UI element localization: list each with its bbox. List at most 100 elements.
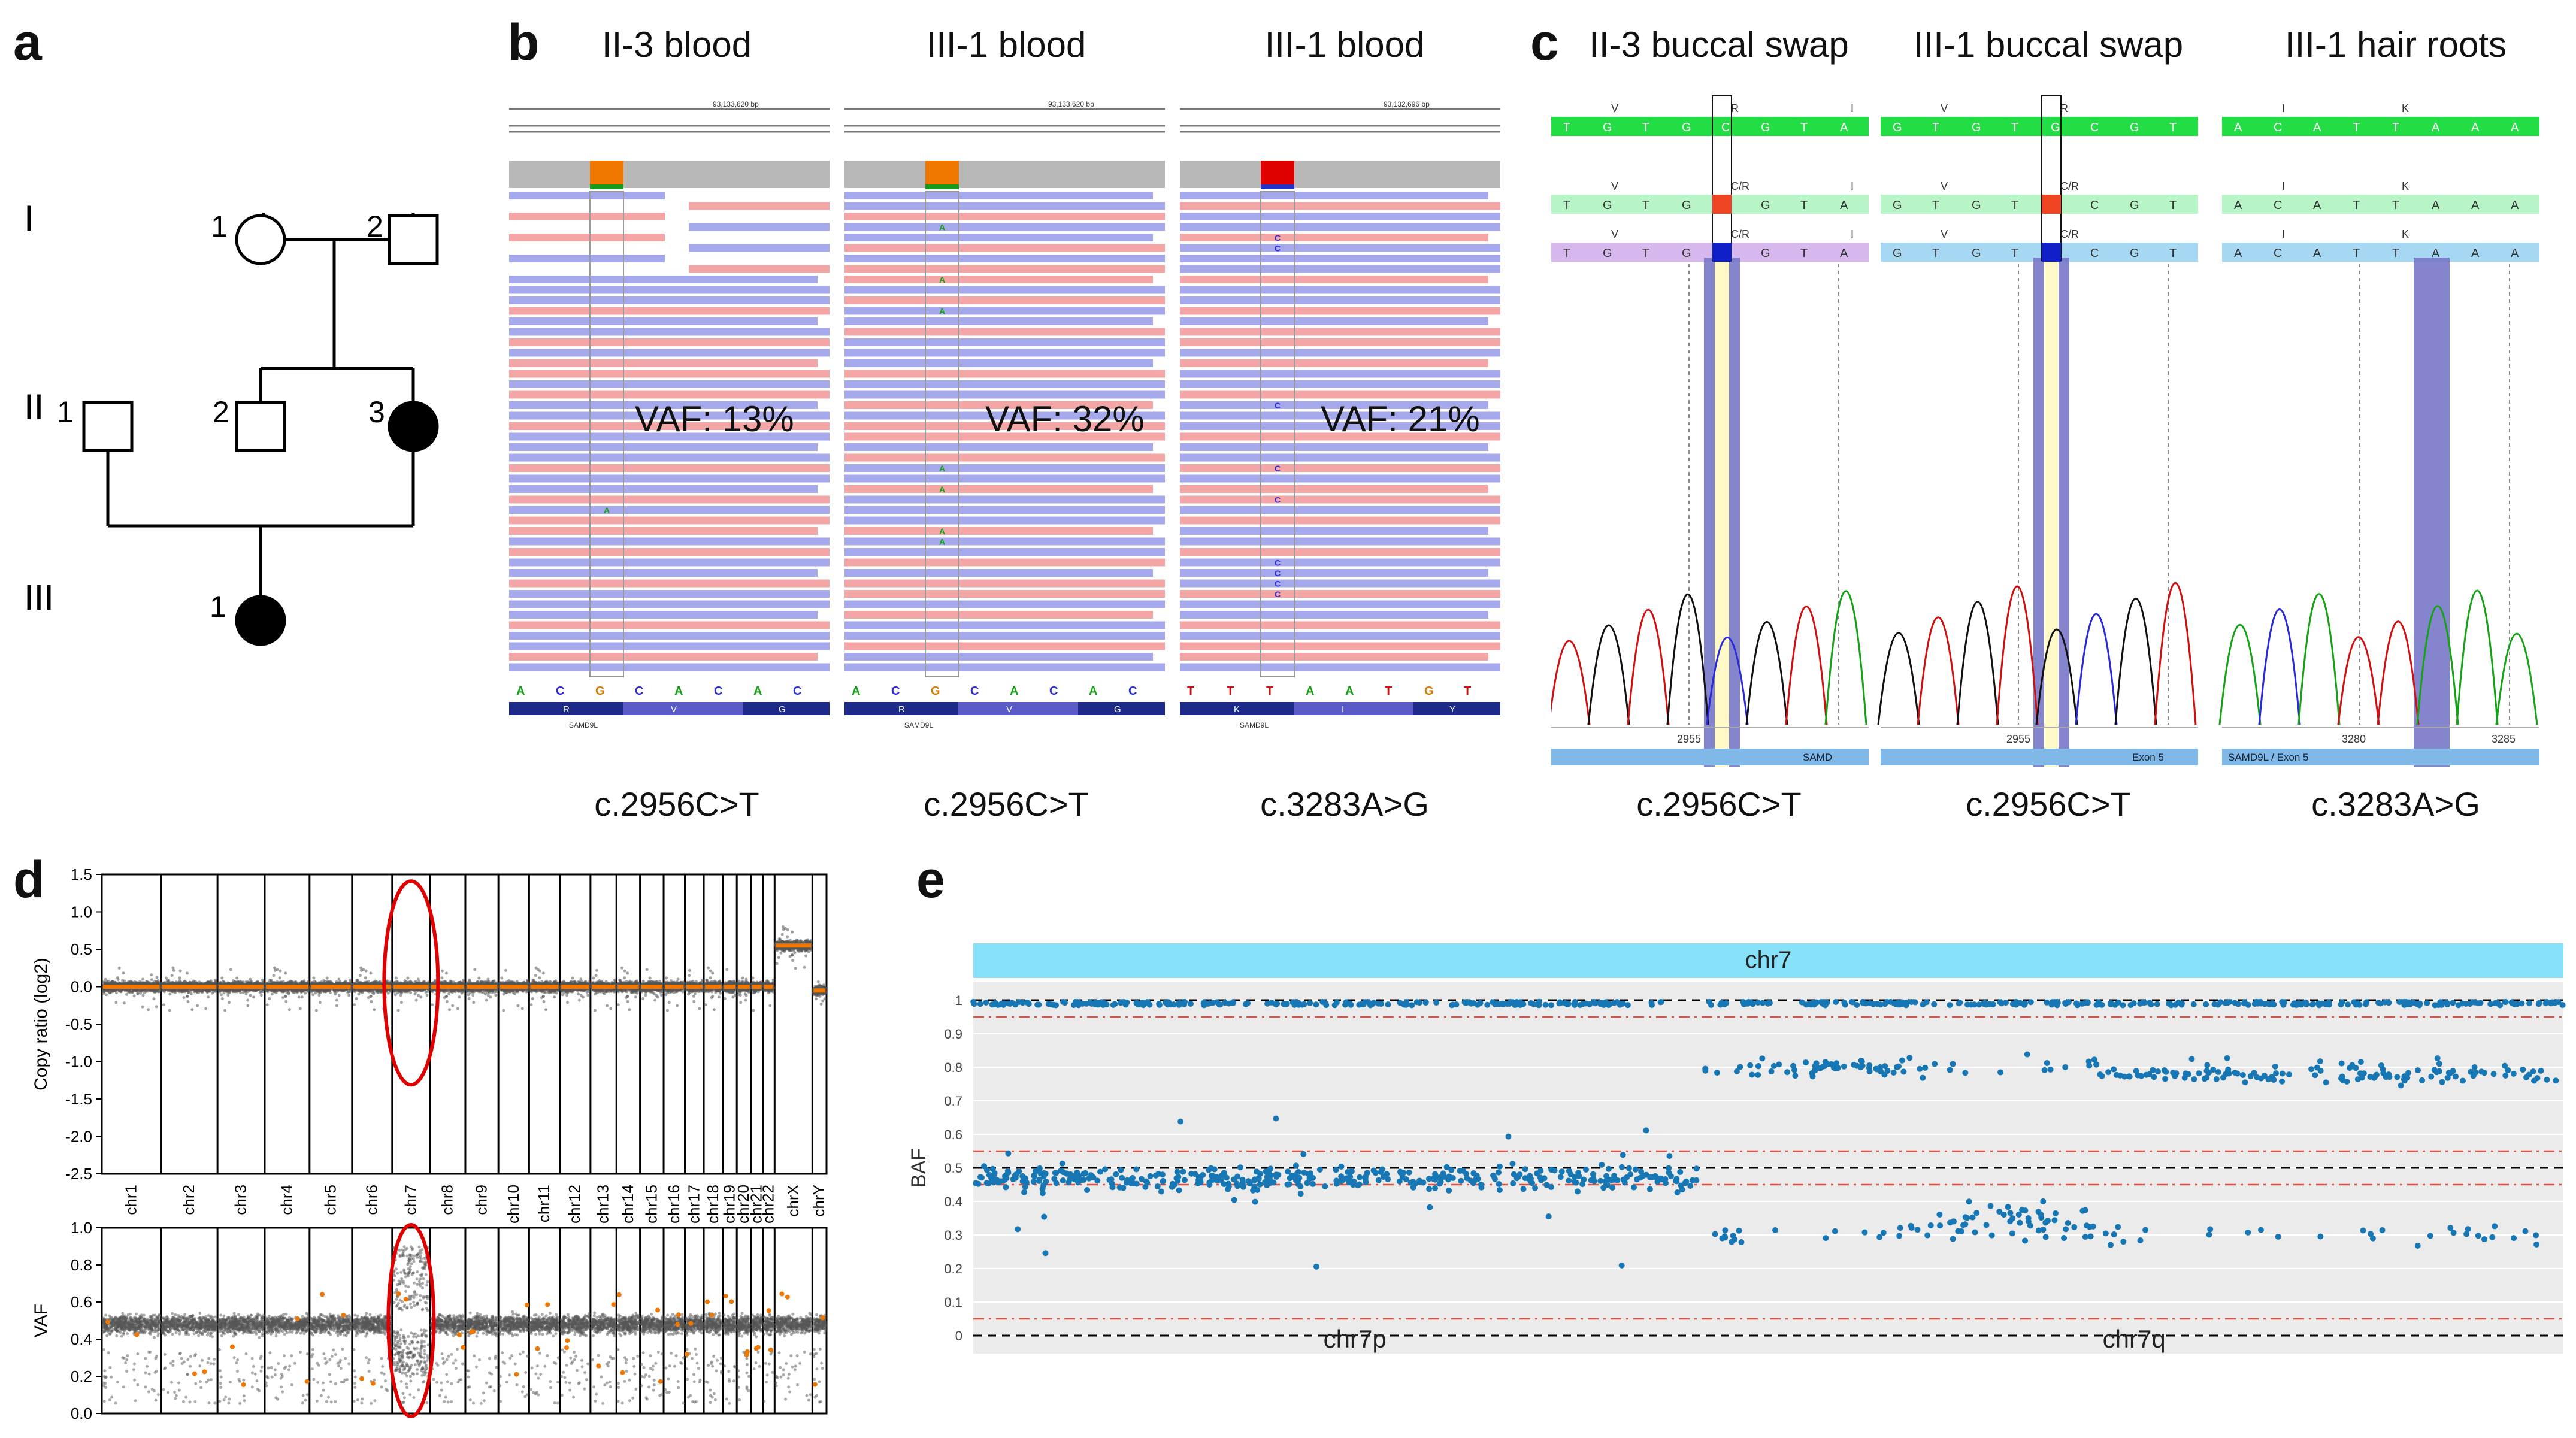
cnv-point bbox=[337, 977, 341, 981]
igv-variant-column bbox=[589, 191, 624, 677]
igv-read bbox=[844, 453, 1165, 462]
igv-read bbox=[844, 432, 1165, 441]
cnv-point bbox=[153, 991, 157, 994]
igv-alt-base: C bbox=[1275, 464, 1281, 473]
sanger-het-cell bbox=[1712, 243, 1732, 262]
igv-read bbox=[844, 548, 1165, 556]
individual-label: 3 bbox=[368, 395, 385, 429]
sanger-highlight-core bbox=[1715, 258, 1729, 767]
igv-read bbox=[509, 579, 830, 588]
igv-read bbox=[1180, 653, 1488, 661]
sanger-het-cell bbox=[1712, 195, 1732, 214]
igv-read bbox=[1180, 234, 1488, 241]
igv-alt-base: C bbox=[1275, 568, 1281, 578]
sanger-peak bbox=[1745, 621, 1788, 725]
cnv-point bbox=[284, 1000, 288, 1003]
cnv-point bbox=[141, 994, 145, 997]
cnv-point bbox=[125, 992, 129, 996]
cnv-point bbox=[281, 990, 285, 994]
panel-label-c: c bbox=[1530, 13, 1559, 72]
y-tick-label: -1.5 bbox=[65, 1090, 92, 1108]
cnv-point bbox=[204, 1007, 208, 1010]
igv-read bbox=[1180, 443, 1488, 451]
chr-label: chr1 bbox=[122, 1185, 140, 1215]
sanger-highlight-core bbox=[2044, 258, 2059, 767]
igv-read bbox=[509, 548, 830, 556]
chr-label: chr6 bbox=[362, 1185, 380, 1215]
igv-read bbox=[844, 192, 1153, 199]
cnv-point bbox=[162, 1003, 165, 1007]
cnv-point bbox=[347, 994, 351, 997]
sanger-highlight bbox=[2414, 258, 2450, 767]
igv-ref-base: T bbox=[1227, 685, 1234, 698]
pedigree-III-1 bbox=[235, 595, 286, 646]
cnv-point bbox=[196, 1004, 199, 1007]
sanger-variant: c.3283A>G bbox=[2228, 785, 2563, 824]
igv-read bbox=[509, 338, 830, 346]
cnv-point bbox=[187, 991, 190, 994]
igv-ref-base: A bbox=[674, 685, 683, 698]
chr-label: chr4 bbox=[277, 1185, 295, 1215]
igv-read bbox=[509, 558, 830, 567]
cnv-point bbox=[388, 988, 391, 992]
sanger-peak bbox=[2114, 598, 2157, 725]
igv-title: III-1 blood bbox=[1183, 24, 1506, 65]
sanger-base: A bbox=[2471, 199, 2480, 212]
cnv-point bbox=[287, 991, 291, 994]
y-tick-label: -2.0 bbox=[65, 1128, 92, 1146]
igv-coverage-variant bbox=[1261, 161, 1294, 184]
igv-read bbox=[509, 516, 830, 525]
sanger-trace: TGTGCGTAVRITGTGCGTAVC/RITGTGCGTAVC/RI295… bbox=[1551, 95, 1869, 767]
sanger-peak bbox=[1551, 640, 1591, 725]
sanger-base: G bbox=[1972, 121, 1981, 134]
sanger-base: T bbox=[1800, 199, 1808, 212]
igv-read bbox=[509, 590, 830, 598]
cnv-point bbox=[220, 997, 224, 1000]
igv-read bbox=[1180, 569, 1488, 577]
igv-alt-base: A bbox=[939, 275, 945, 284]
sanger-base: A bbox=[1840, 121, 1848, 134]
cnv-point bbox=[237, 981, 241, 985]
igv-read bbox=[689, 223, 830, 231]
igv-read bbox=[1180, 632, 1500, 640]
sanger-aa: R bbox=[1731, 102, 1739, 114]
sanger-peak bbox=[2456, 589, 2499, 725]
igv-alt-base: A bbox=[939, 307, 945, 316]
igv-read bbox=[689, 244, 830, 252]
generation-label: II bbox=[24, 387, 44, 427]
igv-ref-base: C bbox=[714, 685, 722, 698]
cnv-point bbox=[132, 994, 136, 998]
sanger-base: T bbox=[1932, 199, 1939, 212]
sanger-base: A bbox=[2313, 121, 2321, 134]
sanger-base: A bbox=[1840, 247, 1848, 260]
sanger-panel: TGTGCGTAVRITGTGCGTAVC/RITGTGCGTAVC/RI295… bbox=[1551, 95, 2539, 767]
cnv-point bbox=[268, 978, 272, 982]
cnv-point bbox=[190, 1008, 194, 1012]
sanger-aa: C/R bbox=[1731, 228, 1749, 240]
cnv-point bbox=[369, 971, 373, 975]
igv-variant-column bbox=[1260, 191, 1295, 677]
sanger-base: G bbox=[1682, 247, 1691, 260]
sanger-peak bbox=[1824, 590, 1867, 725]
igv-ref-base: C bbox=[1049, 685, 1058, 698]
cnv-point bbox=[118, 982, 122, 985]
igv-read bbox=[844, 370, 1165, 378]
cnv-point bbox=[184, 989, 187, 993]
cnv-point bbox=[249, 977, 252, 981]
cnv-point bbox=[211, 991, 214, 995]
igv-aa: Y bbox=[1449, 704, 1455, 715]
sanger-peak bbox=[1587, 624, 1630, 725]
sanger-base: G bbox=[1761, 121, 1770, 134]
cnv-point bbox=[207, 980, 210, 984]
cnv-point bbox=[156, 979, 160, 983]
igv-coverage-variant bbox=[925, 184, 959, 189]
igv-read bbox=[1180, 349, 1500, 357]
sanger-base: G bbox=[1761, 199, 1770, 212]
sanger-het-cell bbox=[2042, 243, 2061, 262]
cnv-point bbox=[237, 989, 241, 992]
igv-gene-track bbox=[623, 702, 743, 715]
igv-read bbox=[1180, 307, 1500, 315]
cnv-point bbox=[201, 991, 204, 994]
